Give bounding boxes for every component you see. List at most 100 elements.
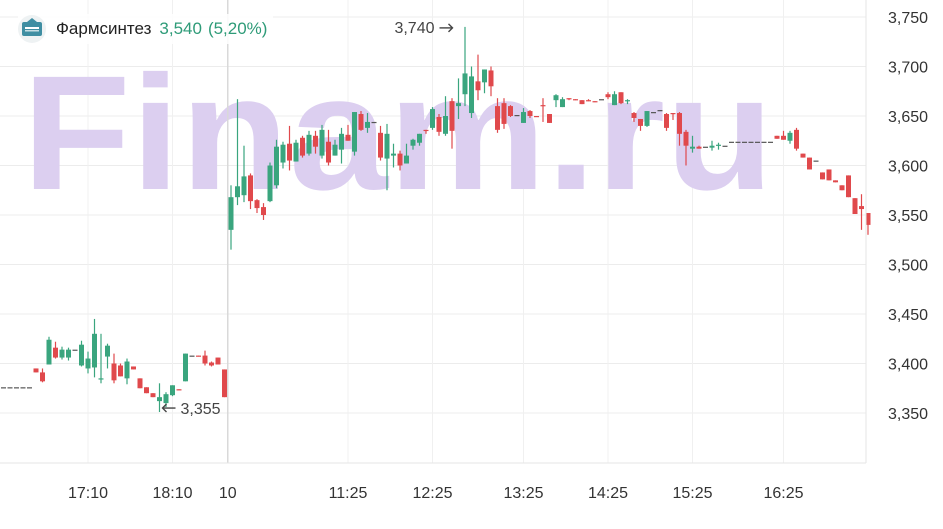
candle <box>625 99 630 105</box>
candle-body <box>410 139 416 146</box>
candle-body <box>14 387 19 389</box>
last-price: 3,540 <box>159 19 202 38</box>
candle <box>456 78 461 119</box>
candle <box>345 124 351 141</box>
candle-body <box>774 135 780 139</box>
candle <box>722 145 728 147</box>
candle <box>235 99 240 206</box>
candle <box>475 54 481 101</box>
candle-body <box>215 357 221 365</box>
candle-body <box>111 363 117 381</box>
candle <box>618 92 624 105</box>
candle <box>813 160 819 162</box>
x-tick-label: 11:25 <box>329 485 368 502</box>
candle <box>579 100 585 105</box>
candle <box>267 162 273 203</box>
candle-body <box>449 101 455 131</box>
candle-body <box>430 109 435 128</box>
candle-body <box>118 365 123 377</box>
candle <box>807 157 812 170</box>
candle-body <box>293 142 299 162</box>
candle <box>735 141 741 143</box>
candle-body <box>813 160 819 162</box>
candle <box>677 112 682 146</box>
x-tick-label: 10 <box>219 485 237 502</box>
candle-body <box>482 69 487 83</box>
candle-body <box>501 103 507 124</box>
candle-body <box>521 112 526 123</box>
candle <box>46 336 52 365</box>
candle-body <box>280 144 286 163</box>
candle <box>683 129 689 166</box>
candle-body <box>183 353 188 382</box>
candle-body <box>358 114 364 130</box>
candle <box>1 387 6 389</box>
candle-body <box>261 207 266 215</box>
candle-body <box>651 112 656 114</box>
candle <box>696 145 702 149</box>
candle <box>651 112 656 114</box>
candle-body <box>781 135 786 140</box>
symbol-name: Фармсинтез <box>56 19 152 38</box>
candle <box>287 125 292 171</box>
candle-body <box>839 185 845 191</box>
candle-body <box>267 165 273 202</box>
candle <box>521 108 526 123</box>
min-price-label: 3,355 <box>181 401 221 418</box>
candle <box>761 141 767 143</box>
candle-body <box>475 81 481 91</box>
candle <box>729 141 734 143</box>
candle-body <box>443 116 448 134</box>
y-tick-label: 3,750 <box>888 10 928 27</box>
candle <box>92 318 97 378</box>
candle-body <box>742 141 747 143</box>
max-price-label: 3,740 <box>394 20 434 37</box>
candle-body <box>46 339 52 365</box>
candle <box>592 101 598 103</box>
candle-body <box>826 169 832 181</box>
candle-body <box>196 355 201 357</box>
candle-body <box>40 372 45 382</box>
candle <box>378 125 383 161</box>
candle <box>846 175 851 198</box>
y-tick-label: 3,600 <box>888 159 928 176</box>
x-tick-label: 17:10 <box>68 485 108 502</box>
candle-body <box>105 345 110 357</box>
candle <box>781 130 786 140</box>
candle-body <box>683 131 689 146</box>
candle-body <box>599 99 604 101</box>
candle <box>833 180 838 183</box>
candle-body <box>859 206 864 210</box>
candle-body <box>631 113 637 118</box>
candle <box>774 135 780 139</box>
candle-body <box>670 113 676 115</box>
candle <box>657 110 663 112</box>
candle <box>105 343 110 369</box>
candle-body <box>456 103 461 107</box>
candle-body <box>417 133 422 143</box>
candle-body <box>202 355 208 364</box>
candle <box>300 135 305 158</box>
candle-body <box>85 358 91 369</box>
candle-body <box>800 153 806 158</box>
candle <box>66 347 71 361</box>
candle <box>111 353 117 384</box>
candle-body <box>365 121 370 128</box>
candle-body <box>657 110 663 112</box>
candle <box>124 358 130 385</box>
candle <box>183 353 188 382</box>
candle-body <box>553 95 559 101</box>
candle <box>248 173 253 210</box>
axes: 3,750 3,700 3,650 3,600 3,550 3,500 3,450 3,400… <box>0 0 928 502</box>
candle-body <box>527 111 533 116</box>
x-tick-label: 15:25 <box>672 485 712 502</box>
price-change-percent: (5,20%) <box>207 19 268 38</box>
candle <box>501 98 507 129</box>
candle <box>586 99 591 102</box>
candle <box>404 143 409 164</box>
candle-body <box>852 198 858 215</box>
candle-body <box>332 144 338 156</box>
candle-body <box>423 129 429 132</box>
